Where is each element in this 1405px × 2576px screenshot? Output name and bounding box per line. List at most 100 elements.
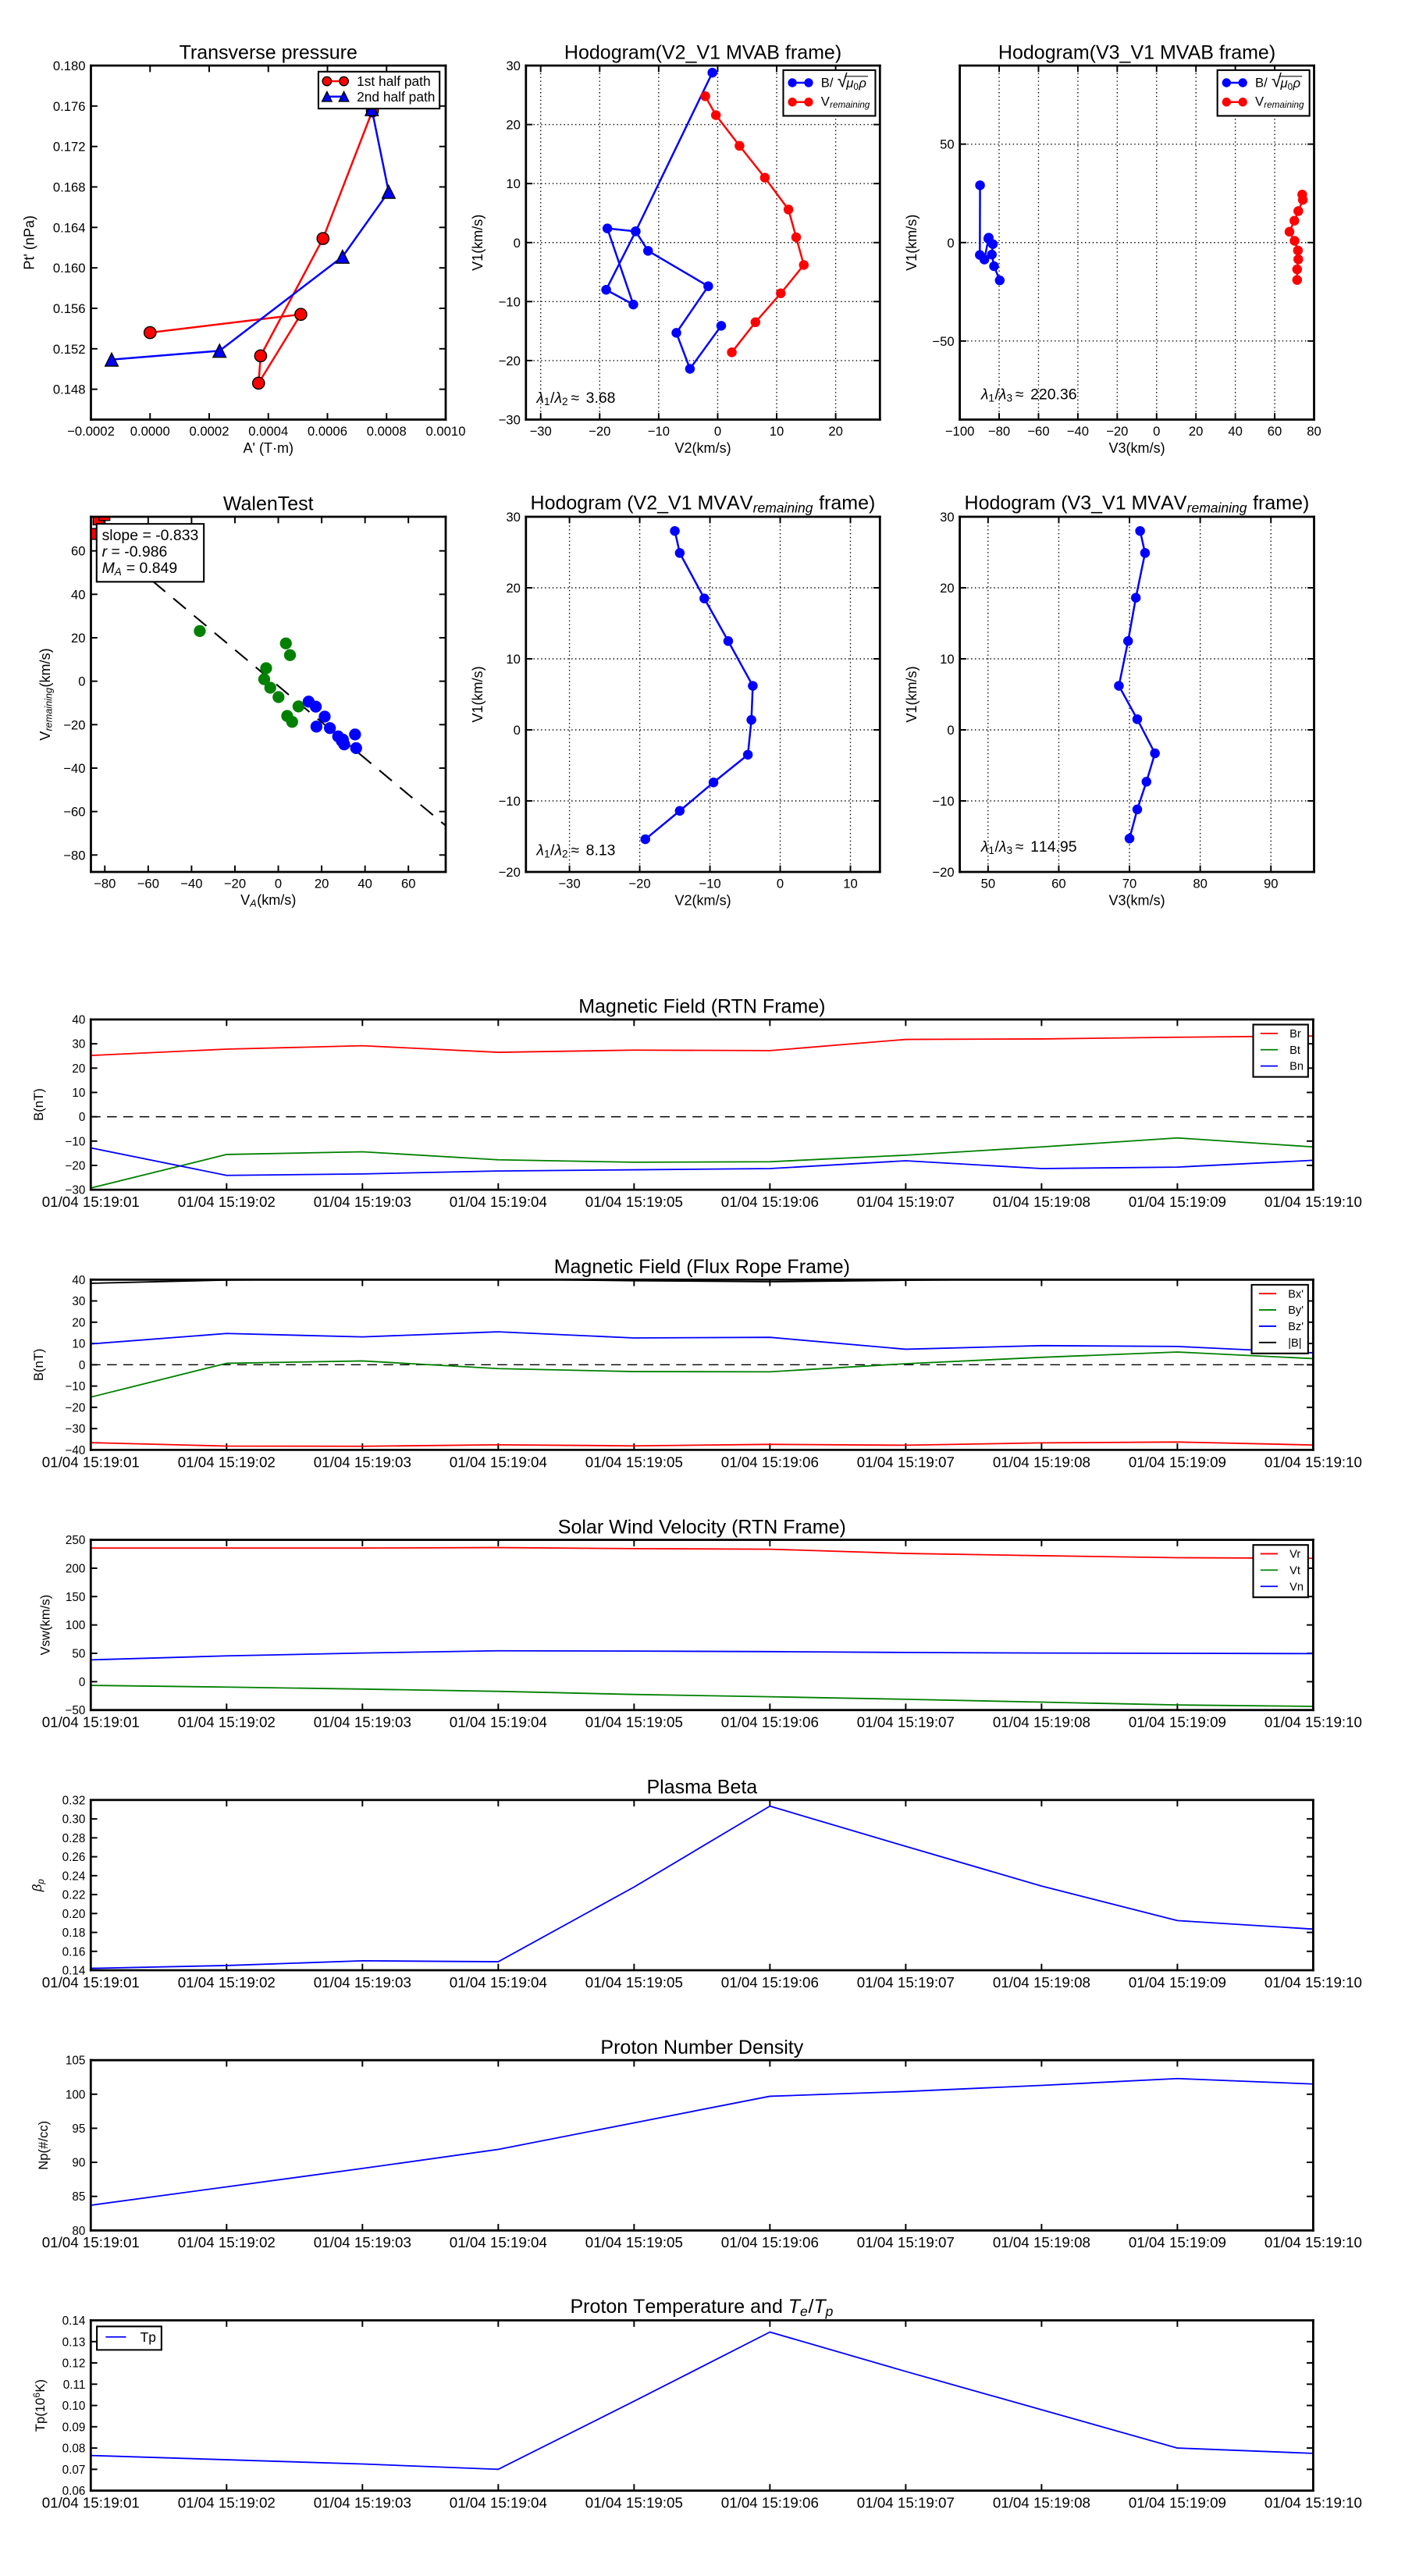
svg-text:V2(km/s): V2(km/s) [674,893,731,909]
svg-text:0.168: 0.168 [53,180,86,195]
svg-text:λ λ 1 3: λ λ 1 3 / ≈ 1 1 4 . 9 5 [980,836,1077,858]
svg-text:2nd half path: 2nd half path [357,89,435,105]
svg-text:01/04 15:19:02: 01/04 15:19:02 [178,1194,276,1210]
svg-text:01/04 15:19:04: 01/04 15:19:04 [450,2495,547,2511]
svg-text:0.176: 0.176 [53,99,86,114]
svg-text:Tp: Tp [140,2329,156,2345]
svg-text:β p: β p [26,1879,46,1893]
svg-text:20: 20 [506,118,521,133]
svg-text:Br: Br [1289,1028,1301,1041]
svg-text:Bx': Bx' [1288,1288,1304,1300]
svg-text:30: 30 [940,510,955,525]
svg-text:−40: −40 [65,1444,85,1457]
svg-text:V1(km/s): V1(km/s) [470,215,486,271]
svg-text:Proton Number Density: Proton Number Density [600,2037,803,2058]
svg-text:1st half path: 1st half path [357,73,431,89]
svg-text:By': By' [1288,1304,1304,1317]
svg-text:−20: −20 [499,865,521,880]
svg-text:01/04 15:19:02: 01/04 15:19:02 [178,1974,276,1991]
svg-text:50: 50 [940,137,955,152]
svg-text:01/04 15:19:09: 01/04 15:19:09 [1129,1974,1226,1991]
svg-text:0.10: 0.10 [62,2400,86,2413]
svg-text:0.22: 0.22 [62,1889,86,1902]
svg-text:01/04 15:19:07: 01/04 15:19:07 [857,1194,955,1210]
svg-text:Magnetic Field (RTN Frame): Magnetic Field (RTN Frame) [578,996,825,1018]
svg-text:01/04 15:19:08: 01/04 15:19:08 [993,1194,1090,1210]
svg-text:−20: −20 [589,424,610,439]
svg-text:Bz': Bz' [1288,1321,1304,1333]
svg-text:−20: −20 [65,1401,85,1414]
svg-text:−100: −100 [945,424,975,439]
svg-text:Vsw(km/s): Vsw(km/s) [37,1595,52,1656]
svg-text:0.26: 0.26 [62,1851,86,1864]
svg-text:01/04 15:19:06: 01/04 15:19:06 [721,2495,819,2511]
svg-text:0: 0 [514,723,521,738]
svg-text:40: 40 [357,876,372,891]
svg-text:V r e m: V r e m a i n i n g [821,91,870,112]
svg-text:01/04 15:19:08: 01/04 15:19:08 [993,1714,1090,1731]
svg-text:01/04 15:19:06: 01/04 15:19:06 [721,1453,819,1470]
svg-text:0: 0 [78,674,85,689]
svg-text:−30: −30 [558,876,580,891]
svg-text:01/04 15:19:03: 01/04 15:19:03 [314,2495,411,2511]
svg-text:WalenTest: WalenTest [223,493,314,515]
svg-text:01/04 15:19:10: 01/04 15:19:10 [1264,2234,1362,2250]
svg-text:60: 60 [401,876,416,891]
svg-text:80: 80 [72,2225,85,2238]
svg-text:0.13: 0.13 [62,2336,86,2349]
svg-text:Solar Wind Velocity (RTN Frame: Solar Wind Velocity (RTN Frame) [558,1516,846,1538]
svg-text:20: 20 [506,581,521,596]
svg-text:20: 20 [1189,424,1204,439]
svg-text:0.148: 0.148 [53,382,86,397]
svg-text:0.08: 0.08 [62,2443,86,2456]
svg-text:01/04 15:19:01: 01/04 15:19:01 [42,2234,140,2250]
svg-text:0.16: 0.16 [62,1945,86,1959]
svg-text:01/04 15:19:05: 01/04 15:19:05 [585,1194,683,1210]
svg-text:40: 40 [1228,424,1243,439]
svg-text:0.0010: 0.0010 [426,424,466,439]
svg-text:−20: −20 [628,876,650,891]
svg-text:−10: −10 [499,794,521,809]
svg-text:01/04 15:19:06: 01/04 15:19:06 [721,1194,819,1210]
svg-text:−40: −40 [63,761,85,776]
svg-text:01/04 15:19:09: 01/04 15:19:09 [1129,1714,1226,1731]
svg-text:10: 10 [770,424,784,439]
svg-text:100: 100 [66,1619,85,1632]
svg-text:B / √ μ: B / √ μ ρ 0 [1255,72,1305,92]
svg-text:0: 0 [79,1111,86,1124]
svg-text:90: 90 [1264,876,1279,891]
svg-text:0.160: 0.160 [53,261,86,276]
svg-text:0: 0 [79,1359,86,1372]
svg-text:−10: −10 [65,1380,85,1393]
svg-text:01/04 15:19:06: 01/04 15:19:06 [721,1714,819,1731]
svg-text:0.0002: 0.0002 [190,424,229,439]
svg-text:10: 10 [940,652,955,667]
svg-text:0: 0 [714,424,721,439]
svg-text:0.11: 0.11 [63,2379,86,2392]
svg-text:−10: −10 [699,876,720,891]
svg-text:0.20: 0.20 [62,1908,86,1921]
svg-text:0.18: 0.18 [62,1927,86,1940]
svg-text:Vn: Vn [1289,1581,1304,1593]
svg-text:λ λ 1 2: λ λ 1 2 / ≈ 3 . 6 8 [535,387,615,409]
svg-text:01/04 15:19:04: 01/04 15:19:04 [450,1714,547,1731]
svg-text:90: 90 [72,2157,85,2170]
svg-text:100: 100 [66,2088,85,2101]
svg-text:Np(#/cc): Np(#/cc) [36,2121,51,2170]
svg-text:−10: −10 [648,424,670,439]
svg-text:0.32: 0.32 [62,1794,86,1807]
svg-text:Magnetic Field (Flux Rope Fram: Magnetic Field (Flux Rope Frame) [554,1256,850,1278]
svg-text:01/04 15:19:04: 01/04 15:19:04 [450,1194,547,1210]
svg-text:01/04 15:19:01: 01/04 15:19:01 [42,2495,140,2511]
svg-text:B(nT): B(nT) [31,1088,46,1121]
svg-text:01/04 15:19:09: 01/04 15:19:09 [1129,1453,1226,1470]
svg-text:50: 50 [72,1648,85,1661]
svg-text:V ( k m: V ( k m / s ) r e m a i n i n g [34,644,56,741]
svg-text:01/04 15:19:09: 01/04 15:19:09 [1129,2234,1226,2250]
svg-text:H o d o: H o d o g r a m ( V 2 _ V 1 M V A V f r … [531,492,880,516]
svg-text:70: 70 [1122,876,1137,891]
svg-text:01/04 15:19:02: 01/04 15:19:02 [178,2495,276,2511]
svg-text:−10: −10 [499,294,521,309]
svg-text:H o d o: H o d o g r a m ( V 3 _ V 1 M V A V f r … [965,492,1314,516]
svg-text:0.06: 0.06 [62,2485,86,2498]
